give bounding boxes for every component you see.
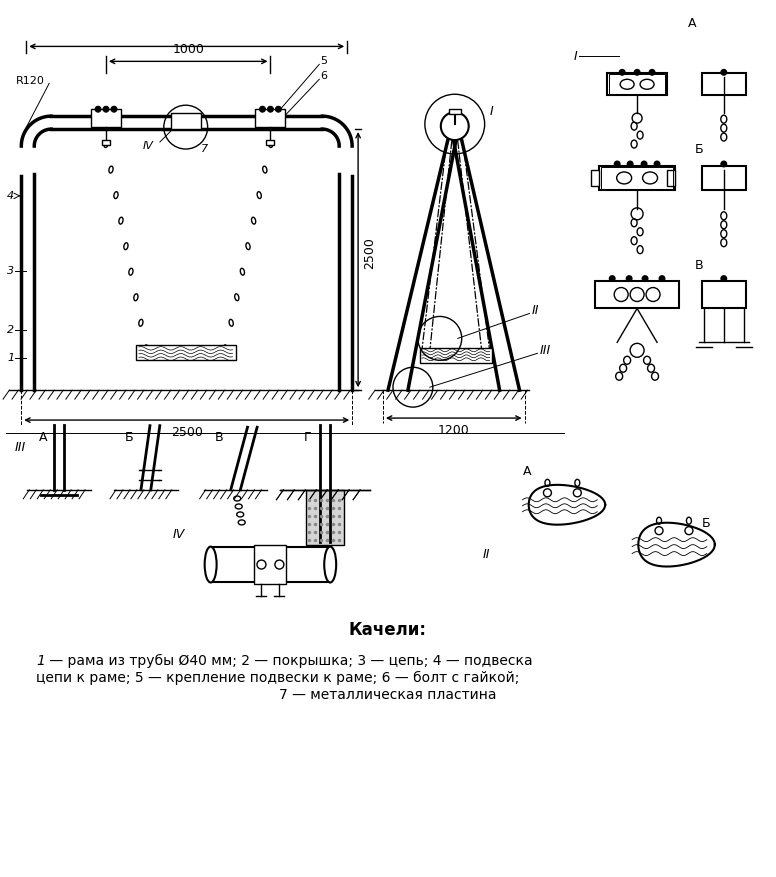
Circle shape bbox=[642, 275, 649, 282]
Text: IV: IV bbox=[172, 528, 185, 541]
Circle shape bbox=[441, 112, 469, 140]
Bar bbox=[667, 170, 675, 186]
Polygon shape bbox=[528, 485, 605, 524]
Circle shape bbox=[627, 160, 634, 168]
Circle shape bbox=[275, 560, 284, 569]
Circle shape bbox=[257, 560, 266, 569]
Text: 7: 7 bbox=[201, 144, 208, 154]
Text: Г: Г bbox=[303, 431, 311, 444]
Text: Б: Б bbox=[695, 143, 703, 155]
Bar bbox=[266, 140, 275, 145]
Bar bbox=[255, 545, 286, 584]
Text: Б: Б bbox=[702, 517, 711, 530]
Bar bbox=[595, 281, 679, 309]
Polygon shape bbox=[639, 523, 715, 567]
Bar bbox=[609, 75, 665, 94]
Text: Качели:: Качели: bbox=[349, 621, 427, 639]
Bar bbox=[91, 109, 121, 127]
Text: А: А bbox=[688, 17, 696, 30]
Circle shape bbox=[659, 275, 666, 282]
Text: 2500: 2500 bbox=[363, 237, 376, 269]
Text: II: II bbox=[483, 548, 490, 561]
Bar bbox=[255, 109, 286, 127]
Bar bbox=[591, 170, 599, 186]
Text: 1000: 1000 bbox=[172, 43, 204, 56]
Text: 1200: 1200 bbox=[438, 424, 469, 437]
Bar bbox=[607, 74, 667, 96]
Circle shape bbox=[608, 275, 615, 282]
Text: 7 — металлическая пластина: 7 — металлическая пластина bbox=[279, 688, 497, 702]
Circle shape bbox=[720, 275, 727, 282]
Bar bbox=[136, 346, 236, 360]
Bar bbox=[702, 74, 746, 96]
Circle shape bbox=[259, 106, 265, 112]
Text: I: I bbox=[573, 50, 577, 63]
Circle shape bbox=[111, 106, 117, 112]
Bar bbox=[449, 109, 461, 114]
Circle shape bbox=[720, 160, 727, 168]
Bar bbox=[702, 166, 746, 190]
Text: III: III bbox=[539, 344, 551, 357]
Text: 3: 3 bbox=[7, 266, 14, 275]
Ellipse shape bbox=[205, 546, 217, 582]
Text: 1: 1 bbox=[7, 353, 14, 363]
Circle shape bbox=[103, 106, 109, 112]
Text: R120: R120 bbox=[16, 76, 45, 86]
Ellipse shape bbox=[614, 288, 628, 302]
Text: IV: IV bbox=[143, 141, 154, 151]
Bar bbox=[599, 166, 675, 190]
Text: В: В bbox=[695, 259, 703, 272]
Ellipse shape bbox=[324, 546, 336, 582]
Text: II: II bbox=[532, 304, 539, 317]
Bar bbox=[601, 167, 673, 189]
Text: А: А bbox=[39, 431, 47, 444]
Ellipse shape bbox=[643, 172, 657, 184]
Circle shape bbox=[653, 160, 660, 168]
Circle shape bbox=[720, 68, 727, 75]
Ellipse shape bbox=[646, 288, 660, 302]
Circle shape bbox=[618, 68, 625, 75]
Bar bbox=[307, 490, 345, 545]
Circle shape bbox=[268, 106, 273, 112]
Text: — рама из трубы Ø40 мм; 2 — покрышка; 3 — цепь; 4 — подвеска: — рама из трубы Ø40 мм; 2 — покрышка; 3 … bbox=[45, 654, 533, 668]
Text: III: III bbox=[14, 441, 26, 454]
Bar bbox=[102, 140, 110, 145]
Text: 5: 5 bbox=[320, 56, 327, 67]
Text: А: А bbox=[523, 465, 532, 478]
Text: I: I bbox=[490, 104, 494, 118]
Circle shape bbox=[625, 275, 632, 282]
Circle shape bbox=[641, 160, 647, 168]
Bar bbox=[210, 546, 331, 582]
Text: Б: Б bbox=[125, 431, 133, 444]
Text: В: В bbox=[214, 431, 223, 444]
Circle shape bbox=[614, 160, 621, 168]
Ellipse shape bbox=[617, 172, 632, 184]
Ellipse shape bbox=[640, 79, 654, 89]
Bar bbox=[702, 281, 746, 309]
Circle shape bbox=[634, 68, 641, 75]
Text: цепи к раме; 5 — крепление подвески к раме; 6 — болт с гайкой;: цепи к раме; 5 — крепление подвески к ра… bbox=[36, 671, 520, 685]
Bar bbox=[420, 348, 492, 363]
Text: 1: 1 bbox=[36, 654, 45, 668]
Bar bbox=[171, 113, 201, 129]
Text: 4: 4 bbox=[7, 191, 14, 201]
Text: 6: 6 bbox=[320, 71, 327, 82]
Text: 2: 2 bbox=[7, 325, 14, 335]
Text: 2500: 2500 bbox=[171, 426, 203, 439]
Circle shape bbox=[275, 106, 282, 112]
Circle shape bbox=[95, 106, 101, 112]
Ellipse shape bbox=[620, 79, 634, 89]
Circle shape bbox=[649, 68, 656, 75]
Ellipse shape bbox=[630, 288, 644, 302]
